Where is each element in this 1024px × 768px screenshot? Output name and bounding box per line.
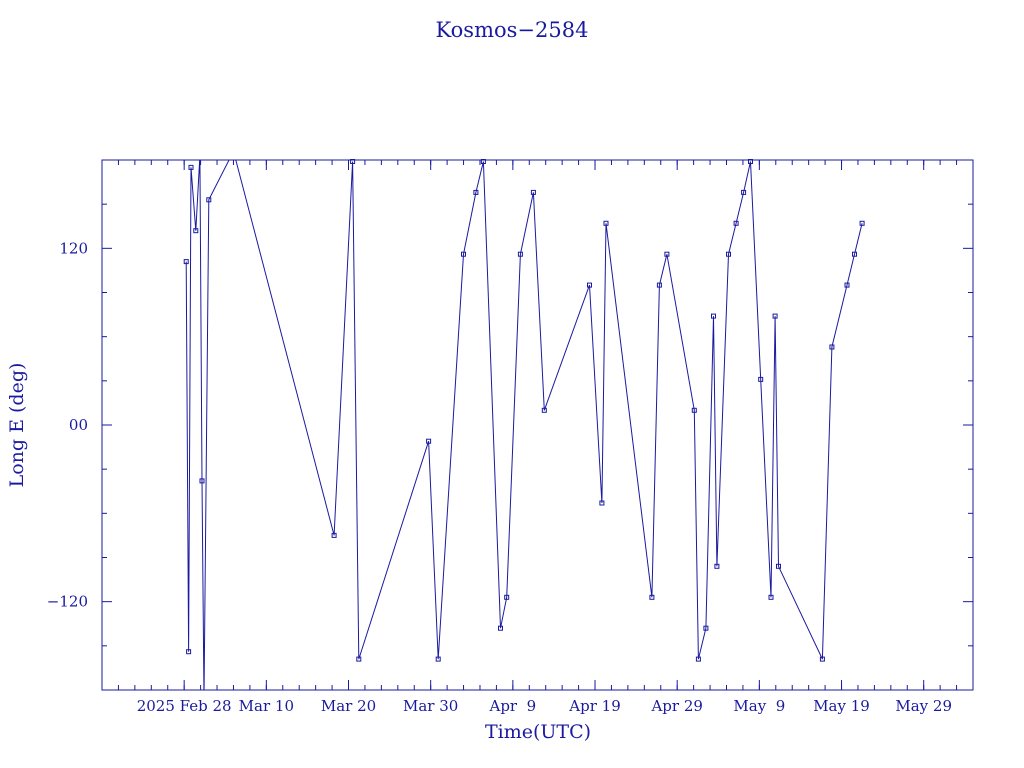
data-point — [852, 251, 857, 257]
data-point — [480, 159, 486, 164]
data-point — [695, 656, 701, 662]
data-point — [426, 438, 432, 444]
data-point — [498, 625, 503, 631]
chart-title: Kosmos−2584 — [436, 18, 589, 42]
plot-area — [101, 159, 974, 691]
data-point — [186, 649, 192, 655]
x-tick-label: Apr 29 — [650, 697, 702, 715]
data-point — [758, 376, 764, 382]
y-axis: 120 00 −120 — [47, 203, 973, 647]
x-tick-label: May 19 — [813, 697, 870, 715]
x-tick-label: May 9 — [733, 697, 785, 715]
series-line-group — [185, 160, 863, 690]
data-point — [714, 563, 720, 569]
x-tick-label: Mar 20 — [321, 697, 376, 715]
data-point — [587, 282, 592, 288]
data-point — [530, 189, 536, 195]
series-line — [185, 160, 863, 690]
data-point — [461, 251, 466, 257]
y-tick-label: −120 — [47, 593, 88, 611]
data-point — [331, 532, 337, 538]
data-point — [733, 220, 739, 226]
data-point — [188, 164, 194, 170]
data-point — [199, 478, 205, 484]
data-series — [183, 159, 865, 690]
data-point — [435, 656, 441, 662]
y-axis-label: Long E (deg) — [6, 363, 28, 488]
x-axis-label: Time(UTC) — [485, 721, 591, 743]
data-point — [776, 563, 781, 569]
data-point — [703, 625, 709, 631]
data-point — [350, 159, 356, 164]
data-point — [193, 228, 199, 234]
data-point — [711, 313, 716, 319]
x-tick-label: May 29 — [895, 697, 952, 715]
data-point — [664, 251, 670, 257]
data-point — [183, 259, 189, 265]
x-tick-label: Apr 19 — [568, 697, 620, 715]
data-point — [772, 313, 778, 319]
data-point — [768, 594, 774, 600]
x-tick-label: 2025 Feb 28 — [137, 697, 232, 715]
y-tick-label: 120 — [59, 239, 88, 257]
data-point — [656, 282, 662, 288]
data-point — [844, 282, 850, 288]
x-tick-label: Mar 30 — [403, 697, 458, 715]
x-tick-label: Apr 9 — [489, 697, 537, 715]
y-tick-label: 00 — [69, 416, 88, 434]
data-point — [819, 656, 825, 662]
plot-frame — [101, 159, 974, 691]
data-point — [599, 500, 605, 506]
data-point — [748, 159, 753, 164]
data-point — [473, 189, 479, 195]
data-point — [691, 407, 697, 413]
data-point — [859, 220, 865, 226]
data-point — [541, 407, 547, 413]
data-point — [356, 656, 362, 662]
data-point — [741, 189, 747, 195]
data-point — [504, 594, 510, 600]
data-point — [603, 220, 609, 226]
x-tick-label: Mar 10 — [239, 697, 294, 715]
x-axis: 2025 Feb 28 Mar 10 Mar 20 Mar 30 Apr 9 Apr 19… — [101, 160, 974, 715]
data-point — [726, 251, 731, 257]
data-point — [829, 344, 835, 350]
data-point — [517, 251, 523, 257]
data-point — [649, 594, 655, 600]
data-point — [206, 197, 212, 203]
